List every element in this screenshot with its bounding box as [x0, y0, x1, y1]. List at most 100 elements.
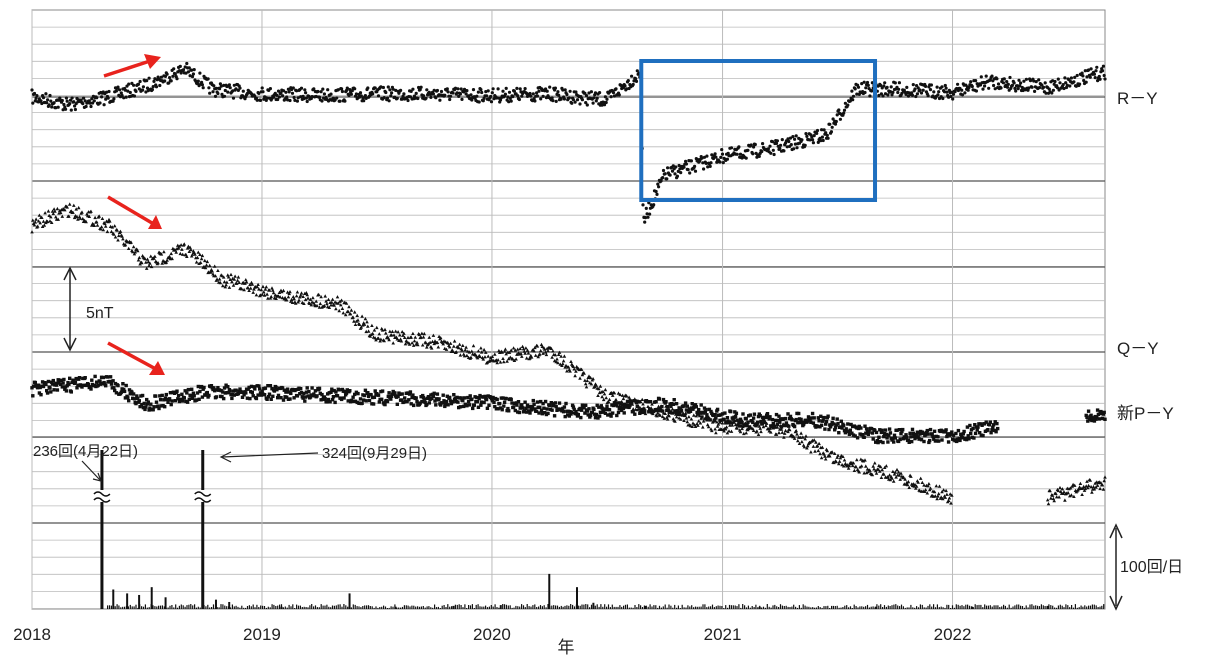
point-r-y	[793, 137, 797, 141]
point-q-y	[808, 440, 812, 444]
point-q-y	[693, 424, 698, 428]
point-r-y	[1033, 89, 1037, 93]
point-q-y	[914, 484, 919, 488]
point-q-y	[296, 300, 300, 304]
point-q-y	[890, 476, 894, 480]
point-r-y	[866, 83, 870, 87]
point-q-y	[457, 342, 462, 346]
point-q-y	[864, 471, 869, 475]
point-q-y	[33, 220, 38, 224]
point-r-y	[648, 212, 652, 216]
point-q-y	[149, 254, 153, 258]
point-r-y	[222, 83, 226, 87]
point-new-p-y	[810, 416, 814, 420]
point-q-y	[926, 484, 930, 488]
point-new-p-y	[127, 399, 131, 403]
point-r-y	[54, 106, 58, 110]
point-q-y	[879, 475, 884, 479]
point-new-p-y	[1084, 413, 1088, 418]
point-q-y	[493, 352, 497, 356]
point-new-p-y	[319, 398, 323, 402]
point-new-p-y	[567, 414, 571, 418]
point-q-y	[359, 325, 364, 329]
point-r-y	[414, 91, 418, 95]
point-new-p-y	[310, 386, 314, 390]
point-new-p-y	[145, 402, 150, 406]
point-q-y	[922, 483, 926, 487]
point-q-y	[315, 303, 319, 308]
point-new-p-y	[73, 380, 78, 384]
point-q-y	[105, 229, 110, 234]
point-new-p-y	[268, 384, 273, 388]
point-q-y	[426, 341, 431, 346]
point-new-p-y	[671, 402, 675, 406]
point-new-p-y	[435, 392, 440, 396]
point-q-y	[484, 350, 488, 354]
point-new-p-y	[904, 433, 908, 437]
point-q-y	[505, 359, 509, 363]
point-q-y	[363, 316, 368, 321]
point-new-p-y	[68, 376, 72, 380]
point-new-p-y	[1100, 416, 1105, 420]
x-axis-ticks: 2018 2019 2020 2021 2022	[13, 625, 971, 644]
point-q-y	[429, 346, 434, 350]
point-q-y	[239, 287, 244, 291]
point-new-p-y	[777, 414, 781, 418]
point-r-y	[1028, 79, 1033, 83]
point-r-y	[421, 94, 426, 98]
point-new-p-y	[279, 396, 283, 400]
point-q-y	[809, 450, 813, 454]
point-new-p-y	[222, 386, 227, 390]
point-r-y	[634, 79, 639, 83]
point-r-y	[62, 102, 66, 107]
point-q-y	[271, 288, 275, 292]
point-new-p-y	[412, 403, 416, 408]
point-q-y	[509, 348, 513, 352]
point-r-y	[1078, 82, 1082, 86]
point-r-y	[970, 84, 974, 89]
point-r-y	[1094, 69, 1098, 73]
point-q-y	[409, 335, 413, 339]
point-r-y	[411, 87, 415, 91]
point-r-y	[825, 133, 829, 137]
point-r-y	[632, 79, 636, 83]
point-r-y	[729, 146, 734, 150]
point-r-y	[1005, 80, 1009, 84]
point-new-p-y	[315, 394, 319, 398]
point-r-y	[829, 130, 834, 134]
point-r-y	[979, 75, 983, 79]
point-q-y	[295, 290, 300, 294]
point-new-p-y	[301, 396, 305, 400]
point-r-y	[804, 132, 808, 136]
point-q-y	[744, 431, 748, 435]
point-new-p-y	[932, 437, 936, 441]
point-q-y	[687, 415, 691, 419]
point-new-p-y	[539, 408, 544, 412]
point-new-p-y	[212, 386, 216, 390]
point-q-y	[452, 339, 457, 343]
point-r-y	[310, 95, 314, 99]
point-r-y	[943, 83, 947, 88]
point-r-y	[399, 88, 403, 92]
point-r-y	[305, 99, 309, 104]
point-q-y	[306, 296, 310, 300]
point-new-p-y	[990, 428, 994, 432]
point-r-y	[1005, 85, 1010, 89]
point-new-p-y	[177, 399, 182, 404]
point-q-y	[941, 488, 946, 492]
point-new-p-y	[930, 432, 934, 437]
point-r-y	[643, 220, 647, 224]
point-new-p-y	[879, 430, 884, 435]
point-r-y	[102, 103, 106, 107]
point-r-y	[641, 203, 645, 207]
point-r-y	[496, 87, 500, 91]
point-new-p-y	[648, 400, 653, 404]
point-r-y	[231, 96, 236, 100]
point-q-y	[403, 342, 408, 346]
point-q-y	[714, 431, 718, 435]
point-new-p-y	[546, 411, 550, 416]
point-q-y	[289, 299, 293, 303]
point-new-p-y	[961, 432, 965, 436]
point-new-p-y	[647, 410, 651, 414]
point-new-p-y	[869, 427, 874, 431]
